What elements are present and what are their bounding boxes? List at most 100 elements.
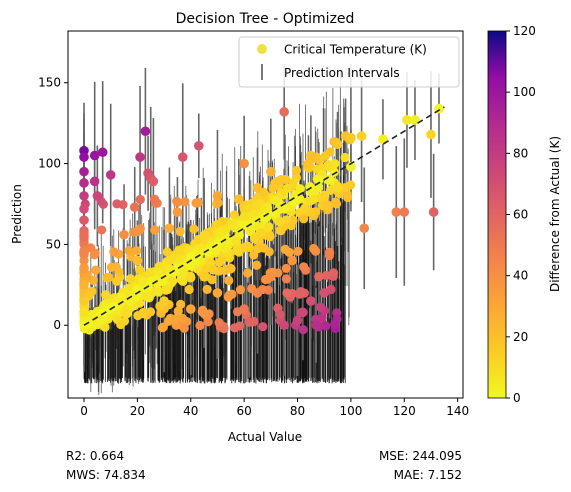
data-point xyxy=(179,323,189,333)
data-point xyxy=(251,201,261,211)
data-point xyxy=(112,199,122,209)
data-point xyxy=(172,207,183,217)
data-point xyxy=(243,241,253,251)
data-point xyxy=(79,307,89,318)
data-point xyxy=(148,176,159,187)
data-point xyxy=(279,107,289,117)
data-point xyxy=(146,276,156,286)
mws-metric: MWS: 74.834 xyxy=(66,468,146,482)
data-point xyxy=(213,198,223,208)
data-point xyxy=(306,296,316,306)
data-point xyxy=(226,263,236,274)
data-point xyxy=(119,229,129,240)
data-point xyxy=(211,220,221,230)
data-point xyxy=(410,115,420,125)
data-point xyxy=(281,274,292,284)
data-point xyxy=(314,271,324,282)
data-point xyxy=(428,207,439,217)
data-point xyxy=(346,162,356,172)
data-point xyxy=(239,220,249,230)
data-point xyxy=(131,292,142,302)
data-point xyxy=(79,152,89,162)
data-point xyxy=(158,276,168,286)
data-point xyxy=(158,322,168,332)
data-point xyxy=(279,320,289,331)
data-point xyxy=(256,228,266,238)
data-point xyxy=(138,307,148,318)
data-point xyxy=(325,174,335,184)
data-point xyxy=(132,255,143,266)
data-point xyxy=(101,290,111,300)
data-point xyxy=(235,285,246,295)
data-point xyxy=(79,166,89,177)
colorbar-ticks: 0 20 40 60 80 100 120 xyxy=(506,24,536,405)
data-point xyxy=(221,244,231,254)
data-point xyxy=(171,320,181,330)
colorbar: 0 20 40 60 80 100 120 Difference from Actual (… xyxy=(487,24,562,405)
data-point xyxy=(173,306,183,316)
data-point xyxy=(135,152,145,162)
plot-frame xyxy=(67,30,464,399)
data-point xyxy=(145,307,156,317)
data-point xyxy=(185,304,196,314)
data-point xyxy=(293,246,303,256)
data-point xyxy=(89,250,100,260)
data-point xyxy=(189,224,199,234)
data-point xyxy=(299,214,309,224)
data-point xyxy=(212,191,223,201)
data-point xyxy=(195,320,205,331)
data-point xyxy=(298,324,308,335)
data-point xyxy=(186,272,196,283)
data-point xyxy=(227,289,237,299)
x-axis-ticks: 0 20 40 60 80 100 120 140 xyxy=(80,398,469,418)
data-point xyxy=(177,313,188,323)
data-point xyxy=(321,321,331,331)
data-point xyxy=(199,271,209,282)
data-point xyxy=(359,223,370,234)
data-point xyxy=(346,132,356,143)
data-point xyxy=(288,196,298,206)
data-point xyxy=(298,307,308,318)
data-point xyxy=(89,176,100,187)
data-point xyxy=(243,268,253,278)
y-tick-label: 100 xyxy=(38,157,61,171)
y-tick-label: 150 xyxy=(38,76,61,90)
data-point xyxy=(180,197,190,207)
data-point xyxy=(79,204,89,214)
data-point xyxy=(97,225,107,235)
data-point xyxy=(105,170,116,180)
data-point xyxy=(231,236,241,246)
chart-title: Decision Tree - Optimized xyxy=(176,11,355,27)
data-point xyxy=(280,244,290,255)
data-point xyxy=(252,260,262,270)
colorbar-tick-label: 60 xyxy=(513,208,528,222)
legend-marker-temperature xyxy=(257,44,267,54)
colorbar-tick-label: 0 xyxy=(513,391,521,405)
data-point xyxy=(95,316,106,326)
data-point xyxy=(125,274,136,284)
data-point xyxy=(276,174,286,185)
data-point xyxy=(299,204,310,214)
data-point xyxy=(264,222,274,232)
data-point xyxy=(109,247,119,257)
data-point xyxy=(282,183,292,193)
data-point xyxy=(129,202,140,213)
data-point xyxy=(322,201,333,212)
data-point xyxy=(214,257,225,267)
colorbar-tick-label: 120 xyxy=(513,24,536,38)
data-point xyxy=(79,263,89,274)
data-point xyxy=(314,174,324,185)
colorbar-label: Difference from Actual (K) xyxy=(548,136,562,292)
data-point xyxy=(91,265,101,275)
data-point xyxy=(162,247,172,257)
data-point xyxy=(328,268,339,278)
data-point xyxy=(79,178,89,188)
data-point xyxy=(224,275,234,286)
data-point xyxy=(79,296,89,306)
data-point xyxy=(199,231,209,242)
data-point xyxy=(164,223,175,234)
colorbar-gradient xyxy=(487,30,507,399)
data-point xyxy=(191,198,201,208)
data-point xyxy=(79,280,89,290)
data-point xyxy=(79,247,89,258)
